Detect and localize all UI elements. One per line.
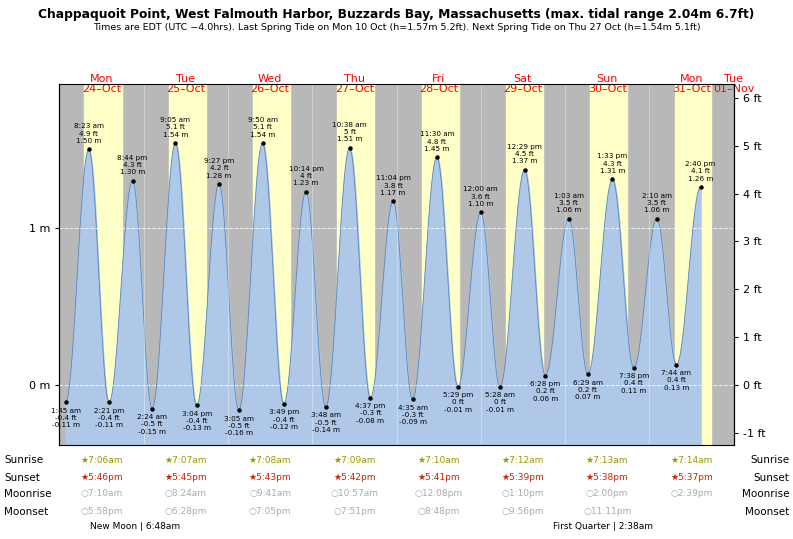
Text: Times are EDT (UTC −4.0hrs). Last Spring Tide on Mon 10 Oct (h=1.57m 5.2ft). Nex: Times are EDT (UTC −4.0hrs). Last Spring…: [93, 23, 700, 32]
Text: ★7:14am: ★7:14am: [670, 455, 713, 465]
Bar: [253, 84, 290, 445]
Bar: [422, 84, 458, 445]
Text: ○7:10am: ○7:10am: [80, 489, 123, 499]
Text: 12:29 pm
4.5 ft
1.37 m: 12:29 pm 4.5 ft 1.37 m: [508, 144, 542, 164]
Bar: [337, 84, 374, 445]
Text: 10:14 pm
4 ft
1.23 m: 10:14 pm 4 ft 1.23 m: [289, 166, 324, 186]
Text: ★7:06am: ★7:06am: [80, 455, 123, 465]
Text: 5:28 am
0 ft
-0.01 m: 5:28 am 0 ft -0.01 m: [485, 392, 515, 412]
Text: 2:10 am
3.5 ft
1.06 m: 2:10 am 3.5 ft 1.06 m: [642, 192, 672, 213]
Text: 7:44 am
0.4 ft
0.13 m: 7:44 am 0.4 ft 0.13 m: [661, 370, 691, 391]
Text: 01–Nov: 01–Nov: [713, 84, 754, 94]
Bar: [169, 84, 206, 445]
Text: 3:49 pm
-0.4 ft
-0.12 m: 3:49 pm -0.4 ft -0.12 m: [269, 409, 299, 430]
Text: ★5:38pm: ★5:38pm: [586, 473, 629, 482]
Text: Mon: Mon: [680, 73, 703, 84]
Text: 6:28 pm
0.2 ft
0.06 m: 6:28 pm 0.2 ft 0.06 m: [531, 381, 561, 402]
Text: ★7:13am: ★7:13am: [586, 455, 628, 465]
Text: ○10:57am: ○10:57am: [331, 489, 378, 499]
Text: ★5:37pm: ★5:37pm: [670, 473, 713, 482]
Text: 7:38 pm
0.4 ft
0.11 m: 7:38 pm 0.4 ft 0.11 m: [619, 373, 649, 393]
Text: Chappaquoit Point, West Falmouth Harbor, Buzzards Bay, Massachusetts (max. tidal: Chappaquoit Point, West Falmouth Harbor,…: [38, 8, 755, 21]
Text: Sunset: Sunset: [4, 473, 40, 483]
Text: Sunset: Sunset: [753, 473, 789, 483]
Text: 9:27 pm
4.2 ft
1.28 m: 9:27 pm 4.2 ft 1.28 m: [204, 158, 234, 178]
Text: ○8:48pm: ○8:48pm: [417, 507, 460, 516]
Text: 8:44 pm
4.3 ft
1.30 m: 8:44 pm 4.3 ft 1.30 m: [117, 155, 147, 175]
Text: 2:24 am
-0.5 ft
-0.15 m: 2:24 am -0.5 ft -0.15 m: [137, 414, 167, 434]
Text: 11:30 am
4.8 ft
1.45 m: 11:30 am 4.8 ft 1.45 m: [419, 132, 454, 152]
Text: 26–Oct: 26–Oct: [251, 84, 289, 94]
Text: Moonset: Moonset: [4, 507, 48, 517]
Text: 1:03 am
3.5 ft
1.06 m: 1:03 am 3.5 ft 1.06 m: [554, 192, 584, 213]
Text: 27–Oct: 27–Oct: [335, 84, 374, 94]
Text: ○9:41am: ○9:41am: [249, 489, 291, 499]
Text: Moonrise: Moonrise: [4, 489, 52, 500]
Text: ★5:41pm: ★5:41pm: [417, 473, 460, 482]
Text: Fri: Fri: [432, 73, 446, 84]
Text: ★5:42pm: ★5:42pm: [333, 473, 376, 482]
Text: 31–Oct: 31–Oct: [672, 84, 711, 94]
Text: 12:00 am
3.6 ft
1.10 m: 12:00 am 3.6 ft 1.10 m: [463, 186, 498, 207]
Text: ○11:11pm: ○11:11pm: [583, 507, 631, 516]
Bar: [675, 84, 711, 445]
Text: 3:04 pm
-0.4 ft
-0.13 m: 3:04 pm -0.4 ft -0.13 m: [182, 411, 212, 431]
Text: 29–Oct: 29–Oct: [504, 84, 542, 94]
Text: 28–Oct: 28–Oct: [419, 84, 458, 94]
Text: ○9:56pm: ○9:56pm: [502, 507, 544, 516]
Bar: [590, 84, 627, 445]
Text: Moonset: Moonset: [745, 507, 789, 517]
Text: 30–Oct: 30–Oct: [588, 84, 626, 94]
Text: Moonrise: Moonrise: [741, 489, 789, 500]
Text: 11:04 pm
3.8 ft
1.17 m: 11:04 pm 3.8 ft 1.17 m: [376, 175, 411, 196]
Text: 1:45 am
-0.4 ft
-0.11 m: 1:45 am -0.4 ft -0.11 m: [51, 408, 81, 429]
Text: ○2:39pm: ○2:39pm: [670, 489, 713, 499]
Text: ○1:10pm: ○1:10pm: [502, 489, 544, 499]
Text: Sunrise: Sunrise: [4, 455, 43, 466]
Text: First Quarter | 2:38am: First Quarter | 2:38am: [553, 522, 653, 531]
Text: 24–Oct: 24–Oct: [82, 84, 121, 94]
Text: ○5:58pm: ○5:58pm: [80, 507, 123, 516]
Text: Sun: Sun: [596, 73, 618, 84]
Text: ○7:51pm: ○7:51pm: [333, 507, 376, 516]
Text: 3:48 am
-0.5 ft
-0.14 m: 3:48 am -0.5 ft -0.14 m: [311, 412, 341, 433]
Text: 1:33 pm
4.3 ft
1.31 m: 1:33 pm 4.3 ft 1.31 m: [597, 153, 627, 174]
Text: ○6:28pm: ○6:28pm: [165, 507, 207, 516]
Text: 5:29 pm
0 ft
-0.01 m: 5:29 pm 0 ft -0.01 m: [442, 392, 473, 412]
Text: Sat: Sat: [514, 73, 532, 84]
Text: ★7:07am: ★7:07am: [165, 455, 207, 465]
Text: ○2:00pm: ○2:00pm: [586, 489, 628, 499]
Text: ○8:24am: ○8:24am: [165, 489, 207, 499]
Text: Thu: Thu: [344, 73, 365, 84]
Text: 8:23 am
4.9 ft
1.50 m: 8:23 am 4.9 ft 1.50 m: [74, 123, 104, 144]
Text: ★7:12am: ★7:12am: [502, 455, 544, 465]
Text: Wed: Wed: [258, 73, 282, 84]
Text: Tue: Tue: [724, 73, 743, 84]
Text: 9:50 am
5.1 ft
1.54 m: 9:50 am 5.1 ft 1.54 m: [247, 117, 278, 137]
Text: ○7:05pm: ○7:05pm: [249, 507, 291, 516]
Text: ○12:08pm: ○12:08pm: [415, 489, 462, 499]
Text: 6:29 am
0.2 ft
0.07 m: 6:29 am 0.2 ft 0.07 m: [573, 379, 603, 400]
Text: ★7:10am: ★7:10am: [417, 455, 460, 465]
Text: 9:05 am
5.1 ft
1.54 m: 9:05 am 5.1 ft 1.54 m: [160, 117, 190, 137]
Text: New Moon | 6:48am: New Moon | 6:48am: [90, 522, 180, 531]
Text: 10:38 am
5 ft
1.51 m: 10:38 am 5 ft 1.51 m: [332, 122, 367, 142]
Text: 25–Oct: 25–Oct: [167, 84, 205, 94]
Text: ★5:46pm: ★5:46pm: [80, 473, 123, 482]
Text: ★7:08am: ★7:08am: [249, 455, 291, 465]
Text: Mon: Mon: [90, 73, 113, 84]
Text: ★5:39pm: ★5:39pm: [501, 473, 544, 482]
Text: Tue: Tue: [176, 73, 195, 84]
Text: ★7:09am: ★7:09am: [333, 455, 376, 465]
Text: ★5:45pm: ★5:45pm: [164, 473, 207, 482]
Bar: [84, 84, 122, 445]
Text: 3:05 am
-0.5 ft
-0.16 m: 3:05 am -0.5 ft -0.16 m: [224, 416, 254, 436]
Text: ★5:43pm: ★5:43pm: [249, 473, 292, 482]
Text: 2:21 pm
-0.4 ft
-0.11 m: 2:21 pm -0.4 ft -0.11 m: [94, 408, 125, 429]
Text: 4:37 pm
-0.3 ft
-0.08 m: 4:37 pm -0.3 ft -0.08 m: [355, 403, 385, 424]
Text: 4:35 am
-0.3 ft
-0.09 m: 4:35 am -0.3 ft -0.09 m: [397, 405, 427, 425]
Text: Sunrise: Sunrise: [750, 455, 789, 466]
Text: 2:40 pm
4.1 ft
1.26 m: 2:40 pm 4.1 ft 1.26 m: [685, 161, 716, 182]
Bar: [506, 84, 542, 445]
